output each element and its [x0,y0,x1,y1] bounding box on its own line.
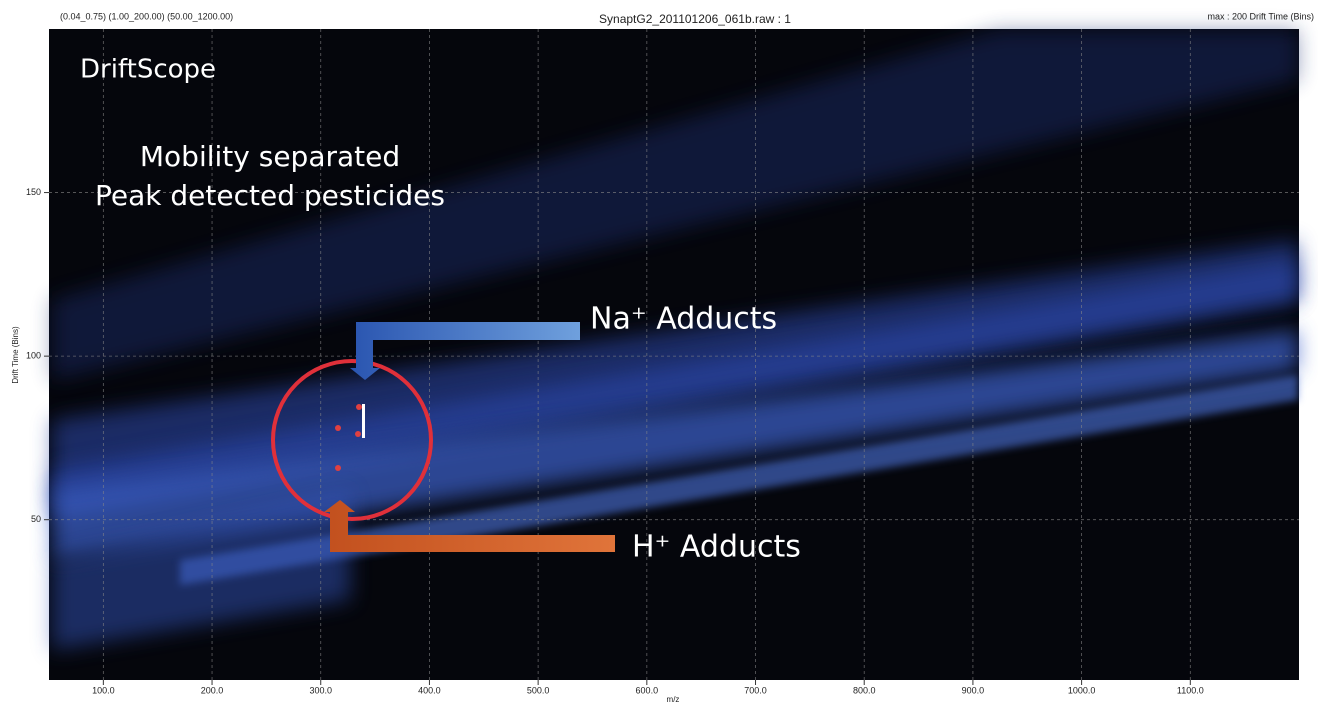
x-tick-label: 800.0 [853,685,876,695]
annotation: DriftScope [80,55,216,85]
x-tick-label: 100.0 [92,685,115,695]
chart-title: SynaptG2_201101206_061b.raw : 1 [599,12,791,26]
peaks [335,404,365,471]
x-tick-label: 200.0 [201,685,224,695]
annotation: Mobility separated [140,140,400,173]
y-tick-label: 150 [26,187,41,197]
x-tick-label: 500.0 [527,685,550,695]
x-tick-label: 300.0 [309,685,332,695]
annotation: Na⁺ Adducts [590,302,777,337]
h-arrow [324,500,615,552]
max-label: max : 200 Drift Time (Bins) [1207,11,1314,21]
x-tick-label: 600.0 [636,685,659,695]
x-tick-label: 700.0 [744,685,767,695]
x-tick-label: 1100.0 [1177,685,1204,695]
grid-lines [49,29,1299,680]
y-tick-label: 50 [31,514,41,524]
intensity-bands [52,30,1298,650]
x-tick-label: 900.0 [962,685,985,695]
highlight-circle [271,359,433,521]
y-axis-label: Drift Time (Bins) [11,326,20,384]
na-arrow [350,322,580,380]
x-tick-label: 1000.0 [1068,685,1096,695]
ranges-label: (0.04_0.75) (1.00_200.00) (50.00_1200.00… [60,11,233,21]
annotation: Peak detected pesticides [95,179,445,212]
x-axis-label: m/z [667,695,680,704]
x-tick-label: 400.0 [418,685,441,695]
annotation: H⁺ Adducts [632,530,801,565]
y-tick-label: 100 [26,351,41,361]
